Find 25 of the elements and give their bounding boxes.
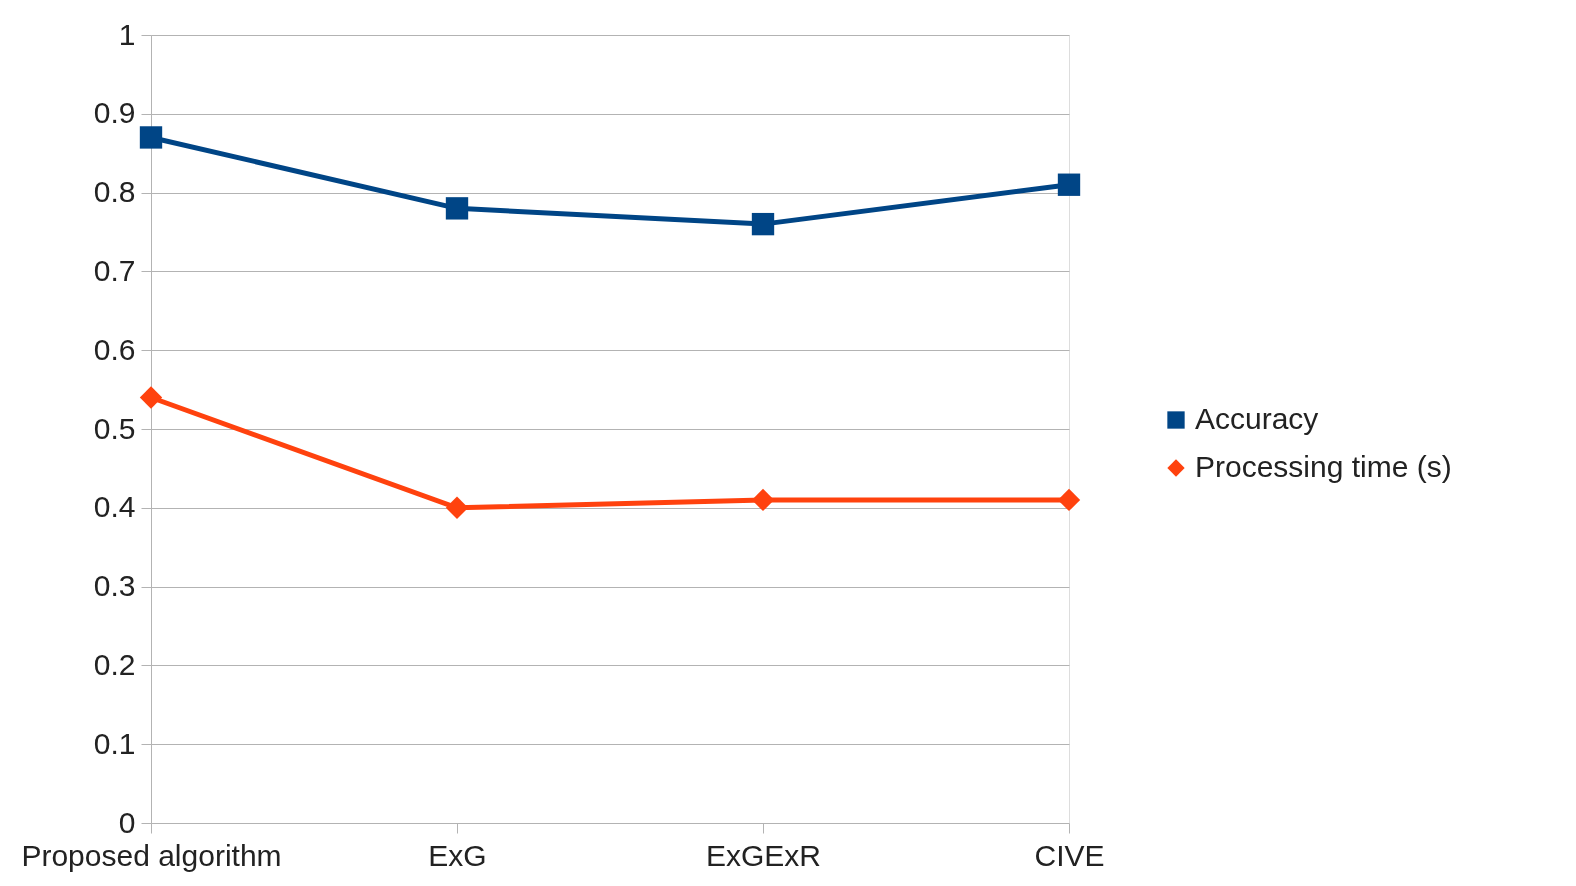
y-tick-label: 0.9 xyxy=(93,96,136,130)
y-tick-label: 0.8 xyxy=(93,175,136,209)
point xyxy=(1057,488,1081,512)
y-tick-label: 0.4 xyxy=(93,490,136,524)
x-tick-label: ExG xyxy=(428,838,487,872)
legend-label: Processing time (s) xyxy=(1195,450,1452,483)
x-tick-label: ExGExR xyxy=(705,838,822,872)
legend-label: Accuracy xyxy=(1195,402,1319,435)
y-tick-label: 0.3 xyxy=(93,569,136,603)
y-tick-label: 0.1 xyxy=(93,726,136,760)
x-tick-label: Proposed algorithm xyxy=(21,838,282,872)
point xyxy=(139,386,163,409)
point xyxy=(445,496,469,519)
y-tick-label: 0.5 xyxy=(93,411,136,445)
point xyxy=(751,488,775,512)
point xyxy=(1057,173,1081,196)
y-tick-label: 0.6 xyxy=(93,332,136,366)
y-tick-label: 1 xyxy=(118,17,136,51)
point xyxy=(139,126,163,149)
y-tick-label: 0 xyxy=(118,805,136,839)
point xyxy=(445,197,469,220)
y-tick-label: 0.2 xyxy=(93,647,136,681)
x-tick-label: CIVE xyxy=(1034,838,1105,872)
y-tick-label: 0.7 xyxy=(93,253,136,287)
point xyxy=(751,212,775,236)
